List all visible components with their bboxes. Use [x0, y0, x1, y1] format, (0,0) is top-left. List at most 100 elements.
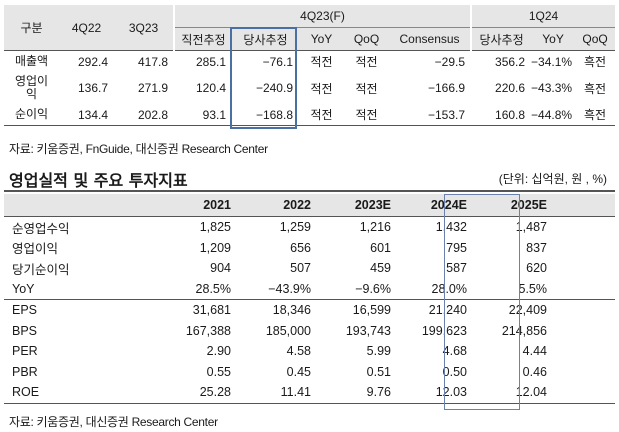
- table1-group-header-4q23f: 4Q23(F): [172, 5, 472, 28]
- table1-header-qoq-1q24: QoQ: [575, 27, 616, 51]
- cell: 587: [446, 261, 467, 276]
- cell: 흑전: [584, 55, 607, 69]
- cell: 1,259: [279, 220, 311, 235]
- table-row: 매출액 292.4 417.8 285.1 −76.1 적전 적전 −29.5 …: [4, 51, 615, 73]
- table1-header-4q22: 4Q22: [59, 5, 114, 51]
- cell: 656: [290, 240, 311, 255]
- table1-header-row: 직전추정 당사추정 YoY QoQ Consensus 당사추정 YoY QoQ: [4, 27, 616, 51]
- cell: 214,856: [501, 323, 547, 338]
- cell: 620: [526, 261, 547, 276]
- cell: 18,346: [272, 303, 311, 318]
- table1-source-note: 자료: 키움증권, FnGuide, 대신증권 Research Center: [9, 142, 268, 156]
- cell: 0.45: [286, 364, 311, 379]
- quarterly-estimate-table: 구분 4Q22 3Q23 4Q23(F) 1Q24 직전추정 당사추정 YoY …: [4, 5, 616, 126]
- cell: 적전: [299, 104, 344, 126]
- table2-header-year: 2023E: [317, 194, 397, 217]
- row-label: PBR: [12, 364, 38, 379]
- cell: 601: [370, 240, 391, 255]
- cell: 271.9: [137, 81, 168, 95]
- cell: 136.7: [77, 81, 108, 95]
- cell: 220.6: [495, 81, 526, 95]
- cell: 417.8: [137, 54, 168, 69]
- cell: 0.50: [442, 364, 467, 379]
- table-row: ROE 25.28 11.41 9.76 12.03 12.04: [4, 382, 615, 404]
- table-row: 순이익 134.4 202.8 93.1 −168.8 적전 적전 −153.7…: [4, 104, 616, 126]
- cell: 0.55: [206, 364, 231, 379]
- table-row: PER 2.90 4.58 5.99 4.68 4.44: [4, 341, 615, 362]
- cell: 12.04: [473, 382, 553, 404]
- cell: 356.2: [495, 54, 526, 69]
- table-row: 영업이익 1,209 656 601 795 837: [4, 238, 615, 259]
- row-label: 영업이익: [12, 242, 59, 257]
- financial-metrics-table: 2021 2022 2023E 2024E 2025E 순영업수익 1,825 …: [4, 194, 615, 404]
- table2-header-label: [4, 194, 154, 217]
- table1-header-yoy-1q24: YoY: [531, 27, 576, 51]
- cell: 4.68: [442, 344, 467, 359]
- table2-source-note: 자료: 키움증권, 대신증권 Research Center: [9, 415, 218, 429]
- cell: 459: [370, 261, 391, 276]
- cell: 193,743: [345, 323, 391, 338]
- cell: 134.4: [59, 104, 114, 126]
- cell: 0.46: [522, 364, 547, 379]
- cell: −168.8: [232, 104, 299, 126]
- cell: 1,209: [199, 240, 231, 255]
- row-label: 영업이익: [14, 74, 49, 101]
- table1-header-qoq: QoQ: [344, 27, 389, 51]
- row-label: 당기순이익: [12, 262, 70, 277]
- cell: −29.5: [434, 54, 466, 69]
- cell: 160.8: [471, 104, 532, 126]
- cell: 185,000: [265, 323, 311, 338]
- table1-header-3q23: 3Q23: [114, 5, 174, 51]
- cell: 2.90: [206, 344, 231, 359]
- table1-header-our-est-1q24: 당사추정: [470, 27, 532, 51]
- table-row: 순영업수익 1,825 1,259 1,216 1,432 1,487: [4, 217, 615, 238]
- cell: −44.8%: [531, 104, 576, 126]
- cell: 507: [290, 261, 311, 276]
- cell: 5.5%: [473, 278, 553, 300]
- title-divider: [4, 190, 615, 192]
- row-label: 매출액: [14, 54, 49, 68]
- table1-group-header-row: 구분 4Q22 3Q23 4Q23(F) 1Q24: [4, 5, 616, 51]
- cell: 1,825: [199, 220, 231, 235]
- cell: 1,216: [359, 220, 391, 235]
- cell: 12.03: [397, 382, 473, 404]
- table2-header-spacer: [553, 194, 615, 217]
- table1-header-label: 구분: [4, 5, 59, 51]
- table1-header-our-est: 당사추정: [232, 27, 299, 51]
- cell: −43.9%: [237, 278, 317, 300]
- cell: −76.1: [262, 54, 293, 69]
- cell: 적전: [310, 81, 333, 96]
- cell: 5.99: [366, 344, 391, 359]
- cell: 202.8: [114, 104, 174, 126]
- cell: 28.5%: [154, 278, 237, 300]
- cell: 적전: [344, 104, 389, 126]
- table-row: YoY 28.5% −43.9% −9.6% 28.0% 5.5%: [4, 278, 615, 300]
- cell: 120.4: [195, 81, 226, 95]
- cell: 167,388: [185, 323, 231, 338]
- cell: 1,487: [515, 220, 547, 235]
- cell: 16,599: [352, 303, 391, 318]
- table1-group-header-1q24: 1Q24: [470, 5, 616, 28]
- cell: 25.28: [154, 382, 237, 404]
- cell: 93.1: [174, 104, 232, 126]
- table2-header-year: 2024E: [397, 194, 473, 217]
- table1-header-consensus: Consensus: [389, 27, 472, 51]
- table1-header-prev-est: 직전추정: [173, 27, 232, 51]
- table2-header-year: 2025E: [473, 194, 553, 217]
- row-label: PER: [12, 344, 38, 359]
- cell: 292.4: [77, 54, 108, 69]
- cell: −153.7: [389, 104, 472, 126]
- cell: 837: [526, 240, 547, 255]
- cell: −166.9: [428, 81, 466, 95]
- row-label: BPS: [12, 323, 38, 338]
- cell: 795: [446, 240, 467, 255]
- cell: 199,623: [421, 323, 467, 338]
- cell: 1,432: [435, 220, 467, 235]
- table-row: 영업이익 136.7 271.9 120.4 −240.9 적전 적전 −166…: [4, 72, 615, 104]
- unit-note: (단위: 십억원, 원 , %): [498, 172, 607, 186]
- cell: 0.51: [366, 364, 391, 379]
- cell: 4.44: [522, 344, 547, 359]
- row-label: EPS: [12, 303, 38, 318]
- cell: −34.1%: [531, 54, 573, 69]
- cell: 904: [210, 261, 231, 276]
